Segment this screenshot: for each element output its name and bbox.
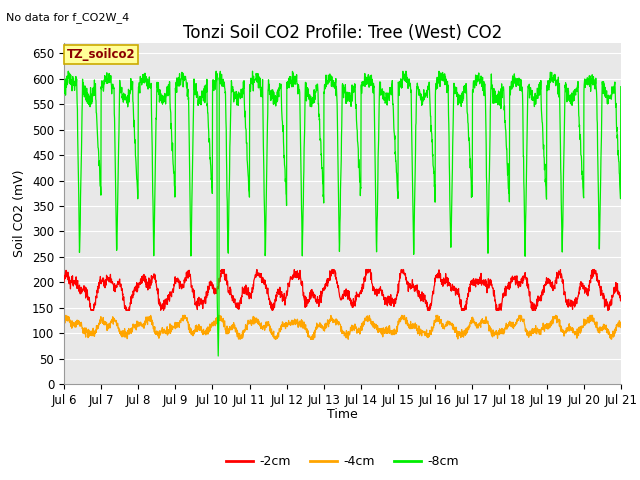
X-axis label: Time: Time <box>327 408 358 421</box>
Text: TZ_soilco2: TZ_soilco2 <box>67 48 136 61</box>
Legend: -2cm, -4cm, -8cm: -2cm, -4cm, -8cm <box>221 450 464 473</box>
Y-axis label: Soil CO2 (mV): Soil CO2 (mV) <box>13 170 26 257</box>
Title: Tonzi Soil CO2 Profile: Tree (West) CO2: Tonzi Soil CO2 Profile: Tree (West) CO2 <box>183 24 502 42</box>
Text: No data for f_CO2W_4: No data for f_CO2W_4 <box>6 12 130 23</box>
